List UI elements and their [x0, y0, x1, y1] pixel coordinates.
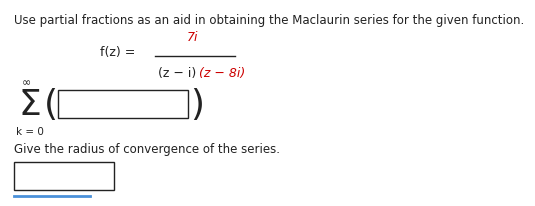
Text: ∞: ∞: [22, 78, 31, 88]
Text: k = 0: k = 0: [16, 127, 44, 137]
Text: (: (: [44, 88, 58, 122]
Text: f(z) =: f(z) =: [100, 46, 135, 59]
Text: 7i: 7i: [187, 31, 198, 44]
Text: (z − 8i): (z − 8i): [199, 67, 245, 80]
Text: ): ): [190, 88, 204, 122]
FancyBboxPatch shape: [58, 90, 188, 118]
Text: Give the radius of convergence of the series.: Give the radius of convergence of the se…: [14, 143, 280, 156]
Text: (z − i): (z − i): [158, 67, 196, 80]
FancyBboxPatch shape: [14, 162, 114, 190]
Text: Σ: Σ: [18, 88, 41, 122]
Text: Use partial fractions as an aid in obtaining the Maclaurin series for the given : Use partial fractions as an aid in obtai…: [14, 14, 524, 27]
